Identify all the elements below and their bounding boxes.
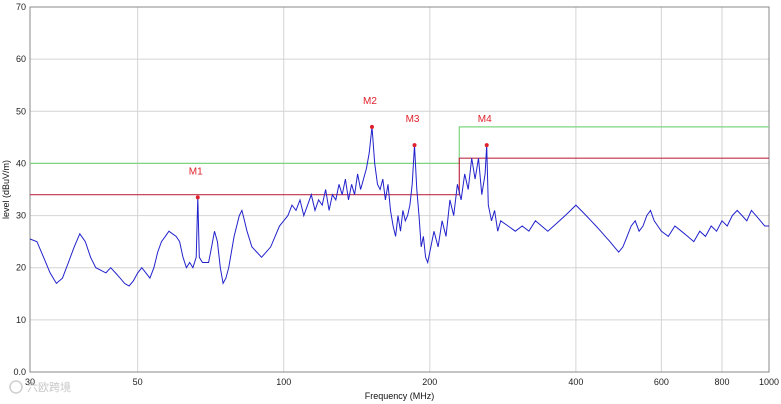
limit-line-red: [30, 157, 769, 196]
y-tick-label: 40: [16, 158, 26, 168]
marker-point-m2: [369, 124, 374, 129]
y-axis-label: level (dBuV/m): [1, 160, 11, 219]
marker-label-m2: M2: [363, 96, 377, 107]
x-tick-label: 100: [276, 377, 291, 387]
marker-point-m4: [484, 143, 489, 148]
marker-label-m3: M3: [406, 114, 420, 125]
watermark: 六欧跨境: [9, 380, 71, 394]
limit-line-green: [30, 126, 769, 164]
x-tick-label: 800: [714, 377, 729, 387]
marker-group: M1 M2 M3 M4: [189, 96, 492, 200]
x-tick-label: 200: [422, 377, 437, 387]
y-tick-label: 20: [16, 263, 26, 273]
y-tick-label: 50: [16, 106, 26, 116]
y-tick-label: 70: [16, 2, 26, 12]
x-axis-label: Frequency (MHz): [365, 391, 435, 401]
x-tick-label: 50: [133, 377, 143, 387]
y-tick-label: 30: [16, 211, 26, 221]
x-tick-label: 600: [654, 377, 669, 387]
limit-lines: [30, 126, 769, 196]
x-tick-label: 1000: [759, 377, 779, 387]
chart-grid: [29, 6, 770, 373]
x-tick-label: 400: [568, 377, 583, 387]
marker-point-m3: [412, 143, 417, 148]
marker-label-m4: M4: [478, 114, 492, 125]
plot-frame: [29, 6, 770, 373]
spectrum-trace: [29, 126, 769, 287]
y-tick-labels: 0.0 10 20 30 40 50 60 70: [13, 2, 26, 377]
x-tick-labels: 30 50 100 200 400 600 800 1000: [25, 377, 779, 387]
y-tick-label: 0.0: [13, 367, 26, 377]
watermark-logo-icon: [9, 380, 23, 394]
marker-label-m1: M1: [189, 166, 203, 177]
x-tick-label: 30: [25, 377, 35, 387]
y-tick-label: 60: [16, 54, 26, 64]
watermark-text: 六欧跨境: [27, 380, 71, 394]
y-tick-label: 10: [16, 315, 26, 325]
marker-point-m1: [195, 195, 200, 200]
